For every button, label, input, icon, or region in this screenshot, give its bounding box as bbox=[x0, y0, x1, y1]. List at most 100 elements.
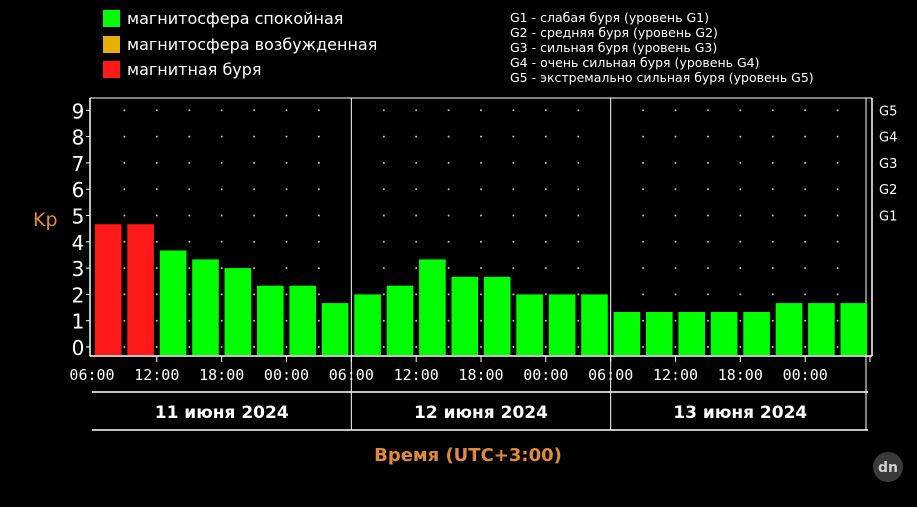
grid-dot bbox=[447, 214, 450, 217]
grid-dot bbox=[804, 135, 807, 138]
grid-dot bbox=[285, 267, 288, 270]
grid-dot bbox=[480, 135, 482, 138]
legend-label-excited: магнитосфера возбужденная bbox=[127, 35, 377, 54]
g-level-ticks: G1 G2 G3 G4 G5 bbox=[879, 104, 897, 224]
legend-label-quiet: магнитосфера спокойная bbox=[127, 9, 343, 28]
grid-dot bbox=[155, 188, 158, 191]
grid-dot bbox=[285, 346, 288, 348]
grid-dot bbox=[480, 109, 482, 112]
grid-dot bbox=[155, 214, 158, 217]
grid-dot bbox=[123, 240, 126, 243]
grid-dot bbox=[447, 135, 450, 138]
grid-dot bbox=[771, 319, 774, 322]
storm-level-g1: G1 - слабая буря (уровень G1) bbox=[510, 10, 709, 25]
grid-dot bbox=[836, 267, 839, 270]
grid-dot bbox=[706, 161, 709, 164]
grid-dot bbox=[674, 135, 677, 138]
grid-dot bbox=[123, 346, 126, 348]
kp-bar bbox=[710, 312, 738, 355]
grid-dot bbox=[836, 240, 839, 243]
x-tick-label: 00:00 bbox=[783, 366, 828, 384]
grid-dot bbox=[123, 188, 126, 191]
grid-dot bbox=[317, 214, 320, 217]
grid-dot bbox=[674, 267, 677, 270]
kp-bar bbox=[386, 285, 414, 355]
grid-dot bbox=[382, 188, 385, 191]
grid-dot bbox=[123, 267, 126, 270]
grid-dots bbox=[123, 109, 839, 348]
grid-dot bbox=[382, 293, 385, 296]
grid-dot bbox=[577, 240, 580, 243]
grid-dot bbox=[674, 240, 677, 243]
grid-dot bbox=[123, 161, 126, 164]
grid-dot bbox=[220, 214, 223, 217]
kp-bar bbox=[321, 303, 349, 355]
grid-dot bbox=[317, 346, 320, 348]
grid-dot bbox=[577, 135, 580, 138]
grid-dot bbox=[415, 346, 418, 348]
y-axis-label: Kp bbox=[33, 209, 58, 231]
grid-dot bbox=[706, 240, 709, 243]
grid-dot bbox=[642, 293, 645, 296]
grid-dot bbox=[739, 135, 742, 138]
grid-dot bbox=[804, 346, 807, 348]
grid-dot bbox=[382, 109, 385, 112]
grid-dot bbox=[415, 135, 418, 138]
grid-dot bbox=[771, 109, 774, 112]
kp-bar bbox=[354, 294, 381, 355]
grid-dot bbox=[415, 161, 418, 164]
grid-dot bbox=[480, 240, 482, 243]
kp-bar bbox=[257, 285, 284, 355]
grid-dot bbox=[577, 319, 580, 322]
grid-dot bbox=[155, 319, 158, 322]
y-tick-label: 2 bbox=[72, 283, 85, 307]
grid-dot bbox=[706, 319, 709, 322]
grid-dot bbox=[155, 109, 158, 112]
grid-dot bbox=[771, 267, 774, 270]
grid-dot bbox=[512, 214, 515, 217]
storm-level-g4: G4 - очень сильная буря (уровень G4) bbox=[510, 55, 760, 70]
grid-dot bbox=[674, 319, 677, 322]
grid-dot bbox=[447, 240, 450, 243]
watermark-logo: dn bbox=[873, 452, 903, 482]
grid-dot bbox=[285, 293, 288, 296]
grid-dot bbox=[544, 346, 547, 348]
grid-dot bbox=[285, 188, 288, 191]
y-tick-label: 1 bbox=[72, 310, 85, 334]
grid-dot bbox=[804, 267, 807, 270]
grid-dot bbox=[220, 319, 223, 322]
grid-dot bbox=[188, 346, 191, 348]
day-labels: 11 июня 2024 12 июня 2024 13 июня 2024 bbox=[155, 403, 808, 423]
grid-dot bbox=[642, 346, 645, 348]
grid-dot bbox=[836, 293, 839, 296]
grid-dot bbox=[447, 319, 450, 322]
grid-dot bbox=[512, 161, 515, 164]
grid-dot bbox=[642, 240, 645, 243]
grid-dot bbox=[674, 214, 677, 217]
grid-dot bbox=[480, 346, 482, 348]
grid-dot bbox=[804, 240, 807, 243]
grid-dot bbox=[317, 267, 320, 270]
grid-dot bbox=[642, 109, 645, 112]
grid-dot bbox=[512, 267, 515, 270]
grid-dot bbox=[220, 267, 223, 270]
grid-dot bbox=[739, 267, 742, 270]
grid-dot bbox=[253, 161, 256, 164]
grid-dot bbox=[317, 240, 320, 243]
grid-dot bbox=[804, 109, 807, 112]
kp-bar bbox=[548, 294, 576, 355]
y-tick-label: 7 bbox=[72, 152, 85, 176]
grid-dot bbox=[577, 161, 580, 164]
y-tick-label: 3 bbox=[72, 257, 85, 281]
grid-dot bbox=[577, 109, 580, 112]
day-label: 13 июня 2024 bbox=[673, 403, 807, 423]
grid-dot bbox=[512, 346, 515, 348]
legend-swatch-quiet bbox=[103, 10, 120, 27]
grid-dot bbox=[706, 214, 709, 217]
kp-bar bbox=[840, 303, 868, 355]
x-tick-label: 18:00 bbox=[199, 366, 244, 384]
grid-dot bbox=[739, 319, 742, 322]
kp-bar bbox=[678, 312, 705, 355]
grid-dot bbox=[253, 293, 256, 296]
grid-dot bbox=[188, 109, 191, 112]
